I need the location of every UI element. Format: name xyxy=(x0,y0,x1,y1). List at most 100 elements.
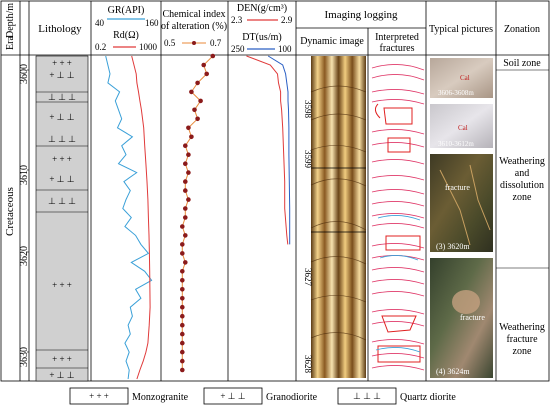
photo-2-caption: 3610-3612m xyxy=(438,140,474,148)
lith-symbol: ⊥ ⊥ ⊥ xyxy=(48,92,76,102)
lith-symbol: + + + xyxy=(52,154,72,164)
zone-dissolution-2: and xyxy=(515,168,529,179)
cia-min: 0.5 xyxy=(164,38,176,48)
zone-dissolution-4: zone xyxy=(513,192,532,203)
rd-min: 0.2 xyxy=(95,42,106,52)
depth-ticks: 3600 3610 3620 3630 xyxy=(19,64,30,367)
lithology-header: Lithology xyxy=(38,23,82,35)
cia-point xyxy=(183,233,188,238)
cia-point xyxy=(180,296,185,301)
gr-min: 40 xyxy=(95,18,105,28)
cia-point xyxy=(201,62,206,68)
cia-point xyxy=(180,242,185,247)
legend-symbol-quartz-diorite: ⊥ ⊥ ⊥ xyxy=(353,391,381,401)
photo-1-caption: 3606-3608m xyxy=(438,89,474,97)
depth-tick-3600: 3600 xyxy=(19,64,30,84)
interpreted-header-1: Interpreted xyxy=(375,32,419,43)
den-header: DEN(g/cm³) xyxy=(237,3,287,14)
cia-header-1: Chemical index xyxy=(162,9,225,20)
cia-point xyxy=(183,179,188,184)
cia-point xyxy=(180,287,185,292)
cia-point xyxy=(180,322,185,328)
cia-point xyxy=(180,304,185,310)
cia-point xyxy=(180,340,185,346)
photo-4-label: fracture xyxy=(460,313,485,322)
interpreted-header-2: fractures xyxy=(380,43,415,54)
cia-point xyxy=(183,215,188,220)
cia-point xyxy=(183,143,188,148)
cia-point xyxy=(192,107,197,113)
pictures-header: Typical pictures xyxy=(429,24,493,35)
cia-point xyxy=(180,358,185,364)
rd-curve xyxy=(131,55,151,380)
cia-point xyxy=(186,197,191,202)
photo-3-label: fracture xyxy=(445,183,470,192)
lith-symbol: ⊥ ⊥ ⊥ xyxy=(48,134,76,144)
den-max: 2.9 xyxy=(281,15,293,25)
cia-point xyxy=(186,125,191,131)
photo-4 xyxy=(430,258,493,378)
zone-fracture-2: fracture xyxy=(506,334,538,345)
cia-header-2: of alteration (%) xyxy=(161,21,227,32)
zone-soil: Soil zone xyxy=(503,58,541,69)
cia-point xyxy=(180,367,185,373)
lith-symbol: + + + xyxy=(52,354,72,364)
legend-swatch-monzogranite xyxy=(69,387,129,405)
cia-legend-point xyxy=(192,41,196,45)
legend-label-quartz-diorite: Quartz diorite xyxy=(400,392,456,403)
lith-symbol: + ⊥ ⊥ xyxy=(49,174,74,184)
image-depth-3628: 3628 xyxy=(303,355,313,374)
legend-swatch-granodiorite xyxy=(203,387,263,405)
cia-point xyxy=(183,188,188,193)
cia-point xyxy=(189,89,194,95)
cia-point xyxy=(180,224,185,229)
dt-max: 100 xyxy=(278,44,292,54)
den-min: 2.3 xyxy=(231,15,243,25)
depth-tick-marks xyxy=(27,69,29,353)
photo-2-label: Cal xyxy=(458,124,468,132)
dt-min: 250 xyxy=(231,44,245,54)
cia-point xyxy=(180,313,185,319)
era-header: Era xyxy=(5,36,16,50)
lith-symbol: + ⊥ ⊥ xyxy=(49,70,74,80)
cia-point xyxy=(189,134,194,140)
cia-point xyxy=(180,269,185,274)
lith-symbol: + + + xyxy=(52,280,72,290)
legend-label-granodiorite: Granodiorite xyxy=(266,392,318,403)
lith-symbol: + ⊥ ⊥ xyxy=(49,370,74,380)
zonation-column: Soil zone Weathering and dissolution zon… xyxy=(496,58,549,357)
table-grid xyxy=(0,0,550,382)
cia-point xyxy=(183,260,188,265)
image-depth-3598: 3598 xyxy=(303,100,313,119)
zone-dissolution-3: dissolution xyxy=(500,180,544,191)
photo-1 xyxy=(430,58,493,98)
log-curves xyxy=(105,53,291,380)
cia-point xyxy=(183,161,188,166)
legend-swatch-quartz-diorite xyxy=(337,387,397,405)
legend-symbol-monzogranite: + + + xyxy=(89,391,109,401)
cia-point xyxy=(195,80,200,86)
depth-tick-3620: 3620 xyxy=(19,246,30,266)
gr-curve xyxy=(105,55,153,380)
cia-point xyxy=(198,98,203,104)
photo-3 xyxy=(430,154,493,252)
cia-point xyxy=(183,206,188,211)
cia-point xyxy=(180,251,185,256)
legend-label-monzogranite: Monzogranite xyxy=(132,392,189,403)
photo-3-caption: (3) 3620m xyxy=(436,242,470,251)
cia-point xyxy=(204,71,209,77)
image-depth-3627: 3627 xyxy=(303,268,313,287)
rd-header: Rd(Ω) xyxy=(113,30,139,41)
cia-curve xyxy=(181,55,214,370)
lithology-column: + + + + ⊥ ⊥ ⊥ ⊥ ⊥ + ⊥ ⊥ ⊥ ⊥ ⊥ + + + + ⊥ … xyxy=(35,55,89,382)
lithology-legend: + + + Monzogranite + ⊥ ⊥ Granodiorite ⊥ … xyxy=(69,387,456,405)
cia-point xyxy=(180,349,185,355)
cia-point xyxy=(186,152,191,157)
lithology-fill xyxy=(35,55,89,382)
depth-tick-3630: 3630 xyxy=(19,347,30,367)
zonation-header: Zonation xyxy=(504,24,540,35)
lith-symbol: ⊥ ⊥ ⊥ xyxy=(48,196,76,206)
dt-curve xyxy=(267,55,291,245)
lith-symbol: + ⊥ ⊥ xyxy=(49,112,74,122)
